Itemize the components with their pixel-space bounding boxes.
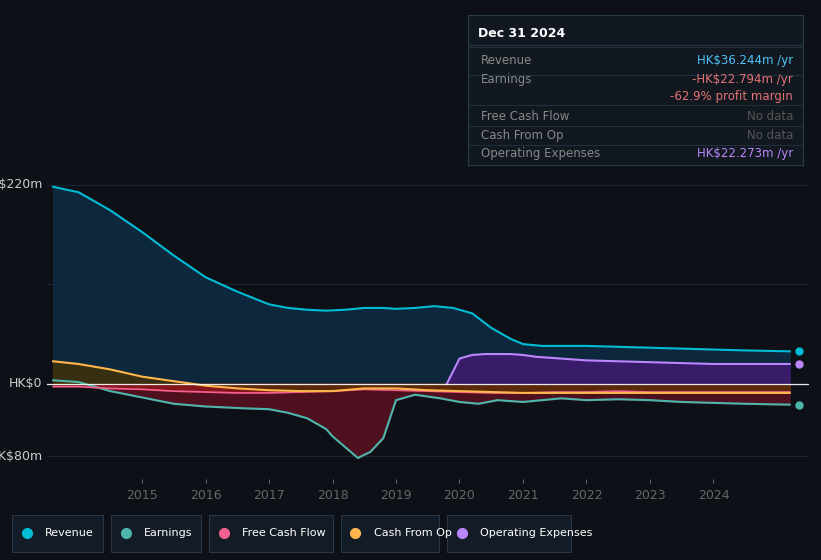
Text: Revenue: Revenue [481,54,533,67]
Text: No data: No data [746,110,793,123]
Text: -HK$80m: -HK$80m [0,450,43,463]
FancyBboxPatch shape [341,515,439,552]
Text: No data: No data [746,129,793,142]
FancyBboxPatch shape [209,515,333,552]
Text: Operating Expenses: Operating Expenses [481,147,601,160]
Text: Cash From Op: Cash From Op [481,129,564,142]
Text: Earnings: Earnings [481,73,533,86]
Text: Cash From Op: Cash From Op [374,529,452,538]
Text: -HK$22.794m /yr: -HK$22.794m /yr [692,73,793,86]
FancyBboxPatch shape [12,515,103,552]
FancyBboxPatch shape [111,515,201,552]
Text: Dec 31 2024: Dec 31 2024 [478,26,566,40]
Text: Revenue: Revenue [45,529,94,538]
Text: Operating Expenses: Operating Expenses [480,529,593,538]
Text: -62.9% profit margin: -62.9% profit margin [670,90,793,103]
Text: HK$22.273m /yr: HK$22.273m /yr [697,147,793,160]
Text: HK$220m: HK$220m [0,179,43,192]
Text: Free Cash Flow: Free Cash Flow [242,529,326,538]
Text: HK$36.244m /yr: HK$36.244m /yr [697,54,793,67]
FancyBboxPatch shape [447,515,571,552]
Text: Earnings: Earnings [144,529,192,538]
Text: Free Cash Flow: Free Cash Flow [481,110,570,123]
Text: HK$0: HK$0 [9,377,43,390]
